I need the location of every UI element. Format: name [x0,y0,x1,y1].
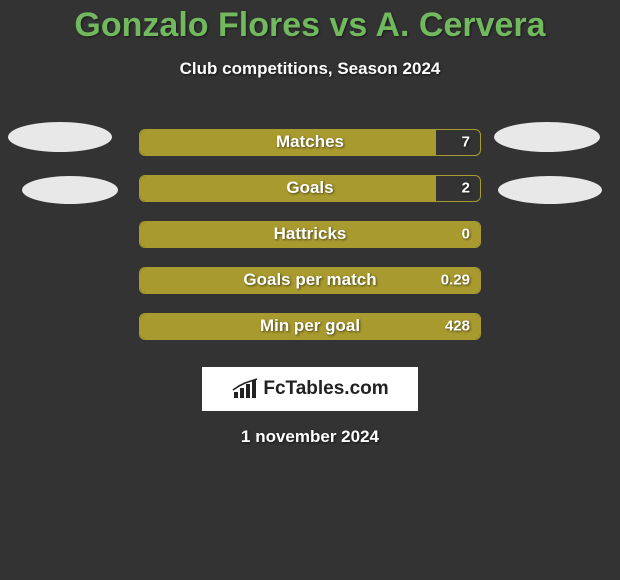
stat-bar-track: Goals2 [139,175,481,202]
brand-badge: FcTables.com [202,367,418,411]
stat-row: Goals per match0.29 [0,257,620,303]
stat-row: Min per goal428 [0,303,620,349]
brand-text: FcTables.com [263,378,388,400]
stat-bar-fill [140,314,480,339]
chart-icon [231,378,259,400]
stat-bar-track: Hattricks0 [139,221,481,248]
stat-row: Hattricks0 [0,211,620,257]
stat-bar-fill [140,130,436,155]
stats-container: Matches7 Goals2 Hattricks0 Goals per match0… [0,119,620,349]
stat-bar-track: Matches7 [139,129,481,156]
player-placeholder [494,122,600,152]
stat-bar-track: Min per goal428 [139,313,481,340]
player-placeholder [498,176,602,204]
stat-value: 2 [462,180,470,197]
stat-bar-fill [140,176,436,201]
stat-bar-fill [140,222,480,247]
player-placeholder [8,122,112,152]
page-subtitle: Club competitions, Season 2024 [0,59,620,79]
player-placeholder [22,176,118,204]
date-text: 1 november 2024 [0,427,620,447]
stat-bar-track: Goals per match0.29 [139,267,481,294]
page-title: Gonzalo Flores vs A. Cervera [0,0,620,45]
stat-bar-fill [140,268,480,293]
stat-value: 7 [462,134,470,151]
